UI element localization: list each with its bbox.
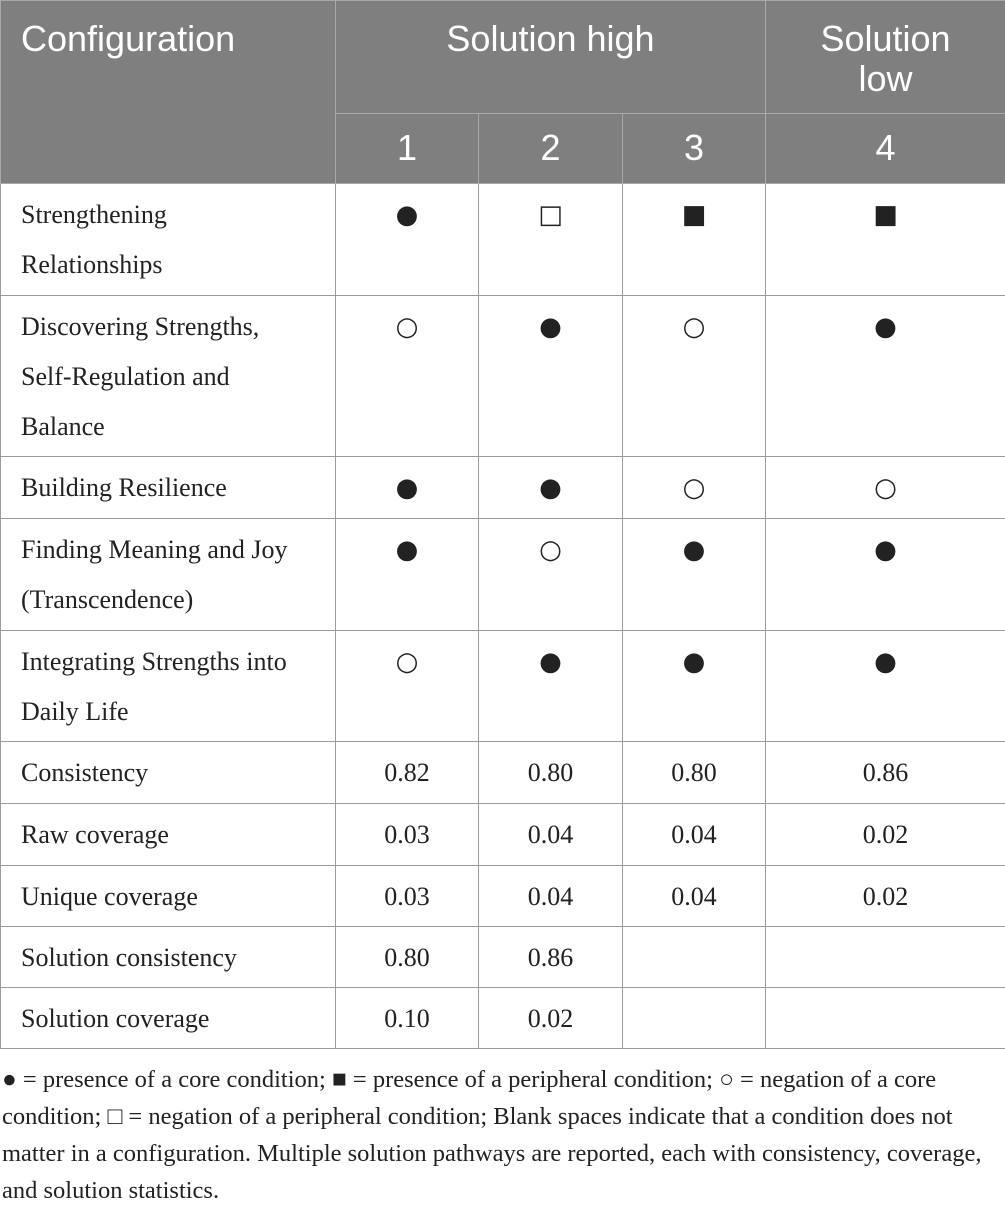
- blank-cell: [765, 926, 1005, 988]
- header-column: 2: [478, 113, 623, 184]
- value-cell: 0.80: [621, 741, 767, 804]
- value-cell: 0.80: [478, 741, 623, 804]
- row-label: Integrating Strengths into Daily Life: [0, 630, 336, 742]
- table-row: Solution coverage 0.10 0.02: [0, 987, 1005, 1049]
- row-label: Strengthening Relationships: [0, 183, 336, 296]
- row-label: Raw coverage: [0, 803, 336, 866]
- header-column: 1: [335, 113, 479, 184]
- row-label: Unique coverage: [0, 865, 336, 927]
- row-label: Finding Meaning and Joy (Transcendence): [0, 518, 336, 631]
- symbol-cell: ●: [478, 630, 623, 742]
- symbol-cell: ●: [335, 456, 479, 519]
- symbol-cell: ○: [621, 295, 767, 457]
- footnote: ● = presence of a core condition; ■ = pr…: [2, 1066, 982, 1204]
- header-column: 4: [765, 113, 1005, 184]
- value-cell: 0.80: [335, 926, 479, 988]
- row-label: Building Resilience: [0, 456, 336, 519]
- row-label: Solution consistency: [0, 926, 336, 988]
- table-row: Consistency 0.82 0.80 0.80 0.86: [0, 741, 1005, 804]
- blank-cell: [621, 926, 767, 988]
- symbol-cell: □: [478, 183, 623, 296]
- value-cell: 0.02: [765, 803, 1005, 866]
- symbol-cell: ●: [765, 630, 1005, 742]
- symbol-cell: ●: [478, 295, 623, 457]
- symbol-cell: ○: [335, 630, 479, 742]
- value-cell: 0.03: [335, 865, 479, 927]
- table-row: Building Resilience ● ● ○ ○: [0, 456, 1005, 519]
- value-cell: 0.04: [478, 865, 623, 927]
- symbol-cell: ●: [765, 295, 1005, 457]
- value-cell: 0.82: [335, 741, 479, 804]
- value-cell: 0.04: [621, 803, 767, 866]
- config-table: Configuration Solution high Solution low…: [0, 0, 1005, 1049]
- symbol-cell: ○: [765, 456, 1005, 519]
- value-cell: 0.02: [478, 987, 623, 1049]
- symbol-cell: ○: [621, 456, 767, 519]
- symbol-cell: ●: [765, 518, 1005, 631]
- table-row: Raw coverage 0.03 0.04 0.04 0.02: [0, 803, 1005, 866]
- symbol-cell: ○: [478, 518, 623, 631]
- table-row: Unique coverage 0.03 0.04 0.04 0.02: [0, 865, 1005, 927]
- symbol-cell: ●: [621, 518, 767, 631]
- row-label: Discovering Strengths, Self-Regulation a…: [0, 295, 336, 457]
- symbol-cell: ■: [765, 183, 1005, 296]
- header-title: Configuration: [0, 0, 336, 184]
- value-cell: 0.04: [621, 865, 767, 927]
- header-group-text: Solution low: [820, 18, 951, 99]
- value-cell: 0.86: [478, 926, 623, 988]
- value-cell: 0.04: [478, 803, 623, 866]
- symbol-cell: ●: [478, 456, 623, 519]
- table-body: Strengthening Relationships ● □ ■ ■ Discoveri…: [0, 183, 1005, 1049]
- header-group: Solution high: [334, 0, 767, 114]
- blank-cell: [765, 987, 1005, 1049]
- symbol-cell: ●: [621, 630, 767, 742]
- value-cell: 0.02: [765, 865, 1005, 927]
- value-cell: 0.10: [335, 987, 479, 1049]
- symbol-cell: ■: [621, 183, 767, 296]
- header-group: Solution low: [765, 0, 1005, 114]
- row-label: Consistency: [0, 741, 336, 804]
- symbol-cell: ●: [335, 518, 479, 631]
- table-row: Solution consistency 0.80 0.86: [0, 926, 1005, 988]
- value-cell: 0.03: [335, 803, 479, 866]
- table-row: Discovering Strengths, Self-Regulation a…: [0, 295, 1005, 457]
- value-cell: 0.86: [765, 741, 1005, 804]
- blank-cell: [621, 987, 767, 1049]
- table-row: Finding Meaning and Joy (Transcendence) ●…: [0, 518, 1005, 631]
- table-row: Integrating Strengths into Daily Life ○ ● ●…: [0, 630, 1005, 742]
- row-label: Solution coverage: [0, 987, 336, 1049]
- header-column: 3: [621, 113, 767, 184]
- symbol-cell: ○: [335, 295, 479, 457]
- symbol-cell: ●: [335, 183, 479, 296]
- table-row: Strengthening Relationships ● □ ■ ■: [0, 183, 1005, 296]
